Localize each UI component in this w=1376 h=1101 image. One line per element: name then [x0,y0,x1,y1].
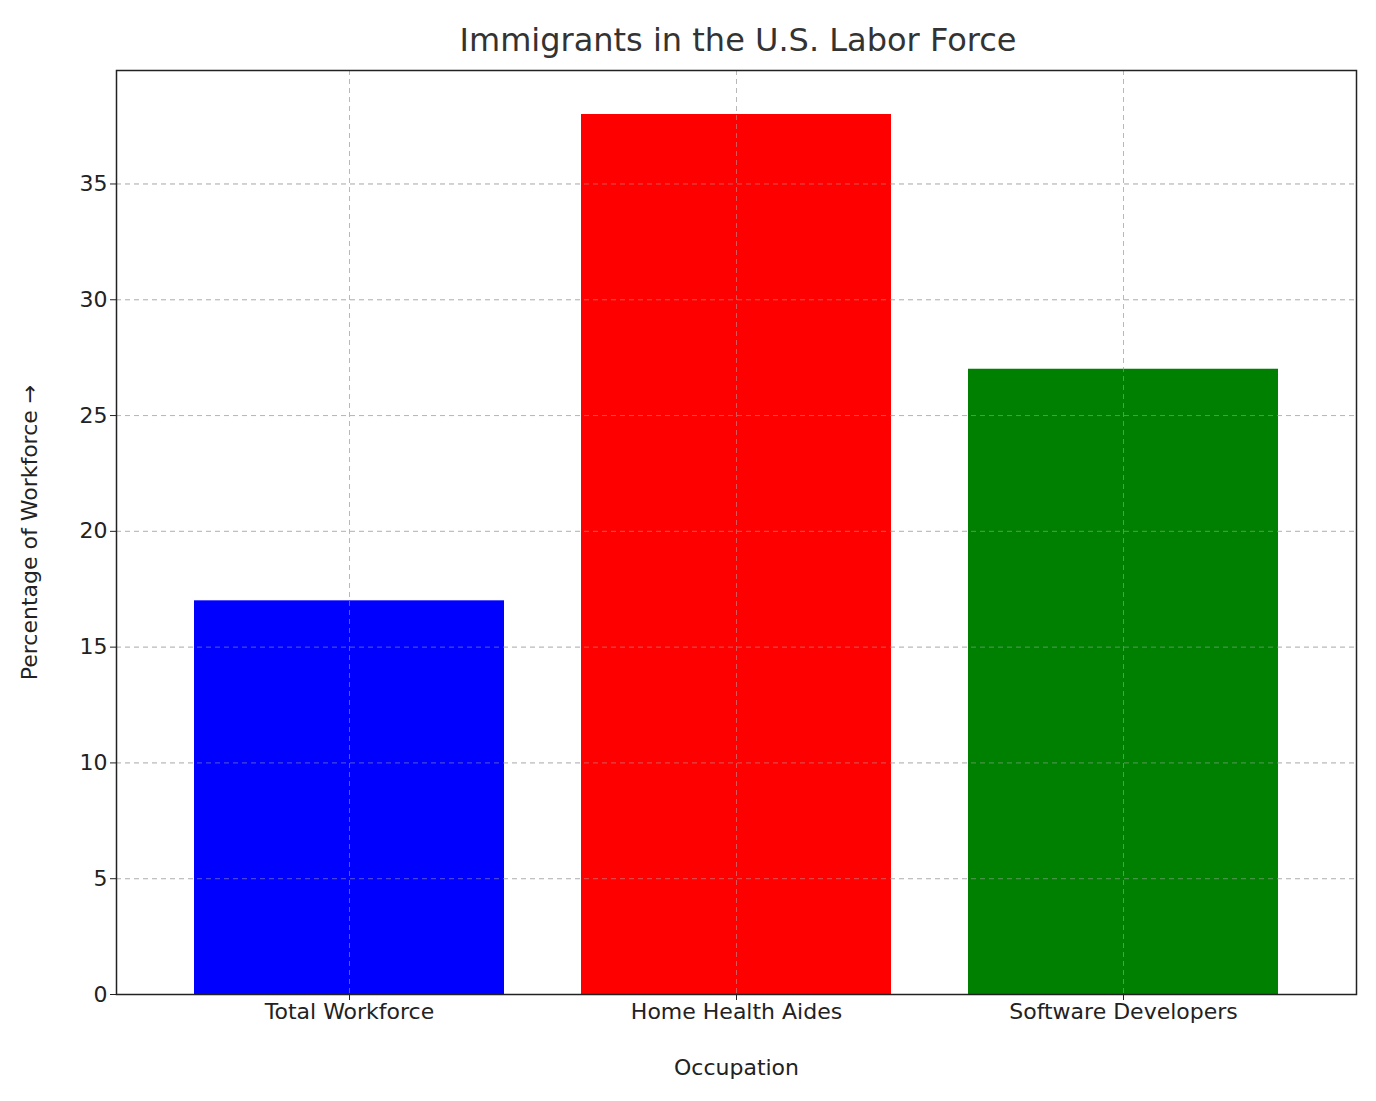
svg-text:Total Workforce: Total Workforce [264,999,434,1024]
svg-text:10: 10 [80,750,108,775]
svg-text:5: 5 [94,866,108,891]
svg-text:30: 30 [80,287,108,312]
html-text:Immigrants in the U.S. Labor F: Immigrants in the U.S. Labor Force [459,21,1017,59]
svg-text:0: 0 [94,982,108,1007]
svg-text:Occupation: Occupation [674,1055,799,1080]
svg-text:Percentage of Workforce →: Percentage of Workforce → [17,385,42,681]
svg-text:35: 35 [80,171,108,196]
svg-text:20: 20 [80,518,108,543]
svg-text:Software Developers: Software Developers [1009,999,1238,1024]
svg-text:25: 25 [80,403,108,428]
svg-text:Home Health Aides: Home Health Aides [631,999,842,1024]
svg-text:15: 15 [80,634,108,659]
